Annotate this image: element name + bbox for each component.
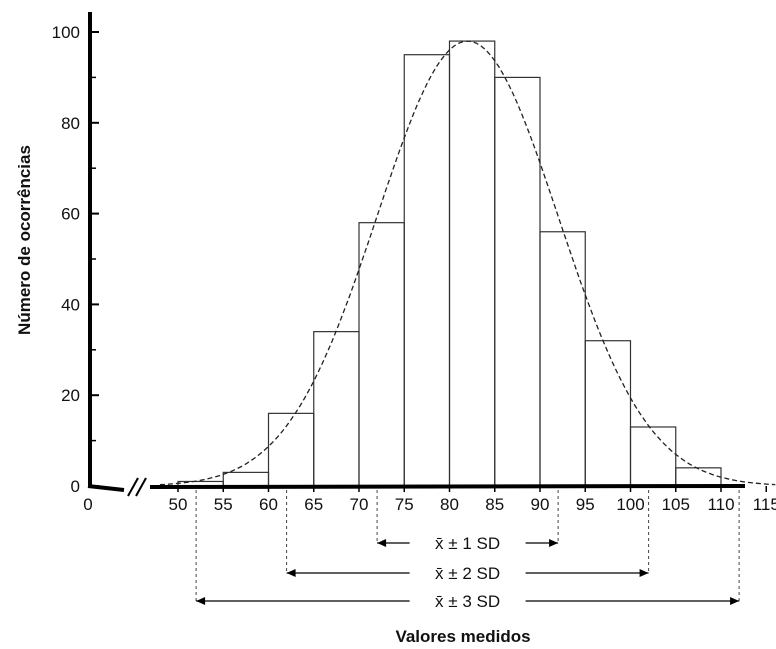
y-tick-label: 60 — [61, 205, 80, 224]
y-tick-label: 100 — [52, 23, 80, 42]
x-axis-title: Valores medidos — [395, 627, 530, 646]
axis-break — [127, 477, 147, 497]
sd-range-arrow-left — [286, 569, 296, 577]
sd-range: x̄ ± 2 SD — [286, 490, 650, 583]
axes — [87, 12, 746, 497]
sd-ranges: x̄ ± 1 SD x̄ ± 2 SD x̄ ± 3 SD — [195, 490, 740, 611]
x-tick-labels: 0 50 55 60 65 70 75 80 85 90 95 100 105 110 115 — [83, 486, 776, 514]
x-tick-label: 90 — [531, 495, 550, 514]
sd-range: x̄ ± 1 SD — [376, 490, 559, 553]
normal-curve — [159, 40, 776, 486]
x-tick-label: 50 — [169, 495, 188, 514]
histogram-bar — [539, 231, 586, 487]
sd-range-arrow-left — [377, 539, 387, 547]
x-tick-label: 55 — [214, 495, 233, 514]
x-tick-label: 95 — [576, 495, 595, 514]
sd-range-arrow-left — [196, 597, 206, 605]
x-tick-label: 110 — [707, 495, 734, 514]
sd-range-label: x̄ ± 1 SD — [435, 534, 500, 553]
x-tick-label: 60 — [259, 495, 278, 514]
histogram-bar — [313, 331, 360, 487]
histogram-bar — [448, 40, 496, 487]
histogram-bar — [267, 412, 315, 487]
y-tick-label: 20 — [61, 386, 80, 405]
histogram-bar — [675, 467, 722, 487]
histogram-bar — [629, 426, 677, 487]
sd-range: x̄ ± 3 SD — [195, 490, 740, 611]
x-tick-label: 80 — [440, 495, 459, 514]
histogram-bars — [177, 40, 722, 487]
histogram-bar — [584, 340, 632, 487]
histogram-bar — [222, 471, 270, 487]
y-tick-label: 80 — [61, 114, 80, 133]
x-tick-label: 100 — [616, 495, 644, 514]
histogram-bar — [358, 222, 405, 487]
x-tick-label: 0 — [83, 495, 92, 514]
sd-range-label: x̄ ± 2 SD — [435, 564, 500, 583]
x-tick-label: 75 — [395, 495, 414, 514]
x-tick-label: 65 — [304, 495, 323, 514]
axis-break-mark — [135, 477, 147, 497]
sd-range-arrow-right — [549, 539, 559, 547]
histogram-bar — [494, 76, 541, 487]
sd-range-arrow-right — [639, 569, 649, 577]
y-tick-labels: 0 20 40 60 80 100 — [52, 23, 99, 496]
x-tick-label: 115 — [753, 495, 776, 514]
x-tick-label: 85 — [485, 495, 504, 514]
sd-range-label: x̄ ± 3 SD — [435, 592, 500, 611]
sd-range-arrow-right — [730, 597, 740, 605]
y-tick-label: 0 — [71, 477, 80, 496]
y-axis-title: Número de ocorrências — [15, 145, 34, 335]
x-axis-line-right — [149, 484, 746, 489]
x-tick-label: 70 — [350, 495, 369, 514]
histogram-bar — [403, 54, 451, 487]
y-tick-label: 40 — [61, 295, 80, 314]
x-tick-label: 105 — [662, 495, 690, 514]
axis-break-mark — [127, 477, 139, 497]
